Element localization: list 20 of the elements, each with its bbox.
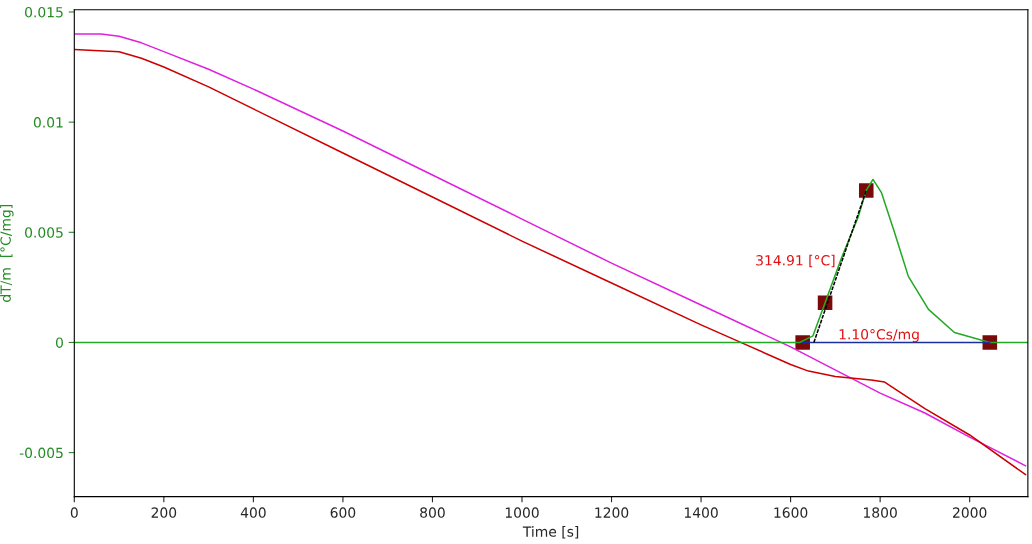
x-tick-label: 1200 [595, 507, 629, 518]
x-tick-label: 400 [240, 507, 266, 518]
x-tick-label: 1000 [505, 507, 539, 518]
x-tick-label: 200 [151, 507, 177, 518]
y-axis-title: dT/m [°C/mg] [0, 205, 14, 302]
annotation: 314.91 [°C] [756, 254, 835, 268]
x-tick-label: 800 [420, 507, 445, 518]
annotation: 1.10°Cs/mg [839, 329, 919, 343]
x-tick-label: 0 [70, 507, 78, 518]
y-tick-label: 0 [55, 337, 63, 348]
x-tick-label: 2000 [953, 507, 987, 518]
y-tick-label: 0.01 [33, 117, 63, 128]
y-tick-label: 0.015 [25, 6, 63, 18]
x-tick-label: 1600 [774, 507, 808, 518]
x-tick-label: 1400 [684, 507, 718, 518]
y-tick-label: -0.005 [19, 447, 63, 459]
x-tick-label: 600 [330, 507, 356, 518]
x-tick-label: 1800 [863, 507, 897, 518]
x-axis-title: Time [s] [522, 526, 579, 539]
y-tick-label: 0.005 [25, 227, 63, 238]
